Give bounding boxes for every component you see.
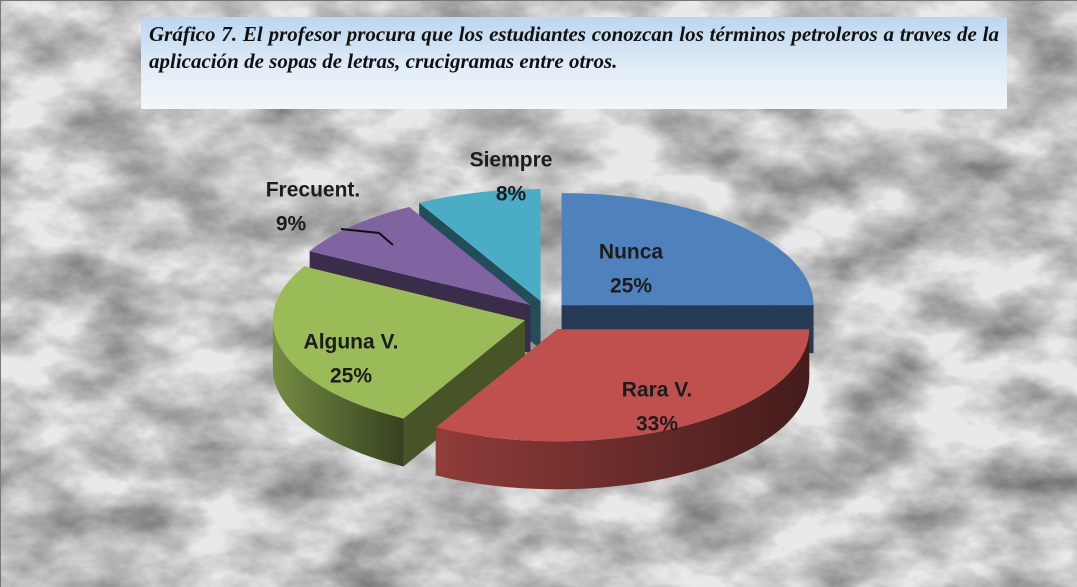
slice-value-label: 33% (636, 413, 678, 436)
slice (419, 189, 541, 302)
slice-wall (272, 320, 404, 467)
slice (272, 266, 525, 419)
slice-value-label: 9% (276, 213, 307, 236)
slice-label: Alguna V. (304, 331, 399, 354)
slice (561, 193, 814, 306)
slice-value-label: 25% (330, 365, 372, 388)
leader-line (340, 228, 394, 246)
slice-value-label: 25% (610, 275, 652, 298)
slice (435, 329, 810, 442)
slice-label: Frecuent. (266, 179, 361, 202)
slice-label: Nunca (599, 241, 664, 264)
chart-title: Gráfico 7. El profesor procura que los e… (141, 17, 1007, 109)
pie: Nunca 25% Rara V. 33% Alguna V. 25% Frecuent. 9… (266, 149, 814, 490)
slice-value-label: 8% (496, 183, 527, 206)
slice-label: Rara V. (622, 379, 692, 402)
slice-wall (435, 329, 810, 490)
slice-label: Siempre (470, 149, 553, 172)
